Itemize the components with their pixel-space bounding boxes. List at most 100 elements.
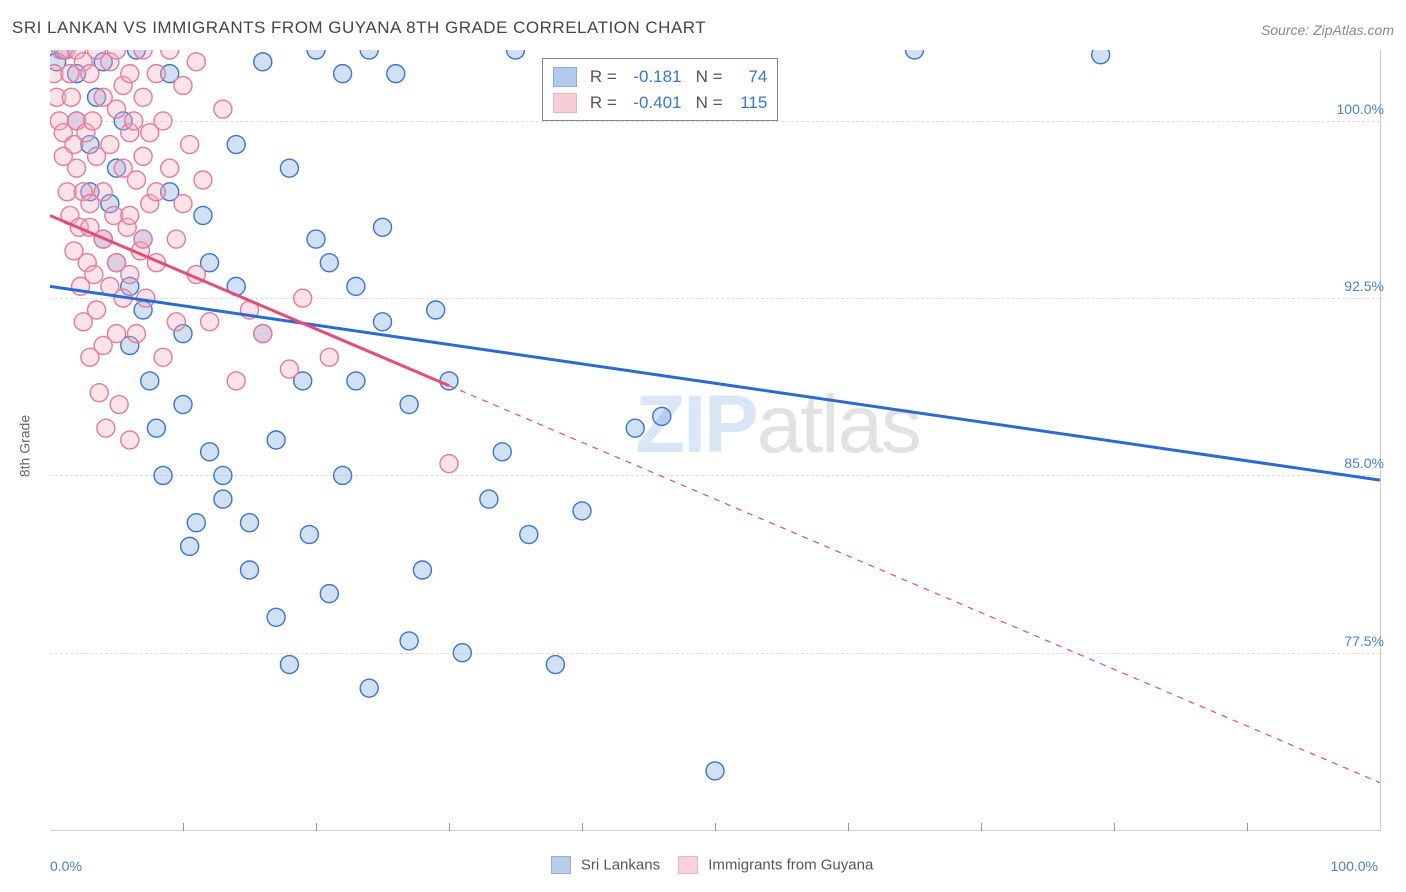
stats-r-label: R = bbox=[590, 93, 617, 112]
data-point-sri_lankans bbox=[360, 50, 378, 59]
stats-n-value: 74 bbox=[727, 64, 767, 90]
data-point-guyana bbox=[90, 384, 108, 402]
data-point-sri_lankans bbox=[374, 218, 392, 236]
regression-line-sri_lankans bbox=[50, 286, 1380, 480]
data-point-sri_lankans bbox=[507, 50, 525, 59]
data-point-guyana bbox=[134, 147, 152, 165]
stats-swatch-icon bbox=[553, 93, 577, 113]
data-point-sri_lankans bbox=[626, 419, 644, 437]
data-point-guyana bbox=[62, 88, 80, 106]
data-point-guyana bbox=[280, 360, 298, 378]
y-tick-label: 100.0% bbox=[1337, 101, 1384, 117]
data-point-guyana bbox=[94, 183, 112, 201]
data-point-sri_lankans bbox=[181, 537, 199, 555]
data-point-guyana bbox=[88, 301, 106, 319]
data-point-guyana bbox=[161, 159, 179, 177]
data-point-guyana bbox=[167, 230, 185, 248]
data-point-sri_lankans bbox=[334, 65, 352, 83]
data-point-sri_lankans bbox=[906, 50, 924, 59]
data-point-guyana bbox=[121, 65, 139, 83]
data-point-sri_lankans bbox=[194, 206, 212, 224]
data-point-guyana bbox=[68, 159, 86, 177]
data-point-guyana bbox=[154, 112, 172, 130]
data-point-guyana bbox=[174, 76, 192, 94]
y-tick-label: 77.5% bbox=[1344, 633, 1384, 649]
data-point-guyana bbox=[214, 100, 232, 118]
data-point-sri_lankans bbox=[154, 466, 172, 484]
data-point-sri_lankans bbox=[201, 443, 219, 461]
x-tick bbox=[1114, 823, 1115, 831]
data-point-sri_lankans bbox=[374, 313, 392, 331]
data-point-sri_lankans bbox=[174, 396, 192, 414]
stats-row-guyana: R = -0.401 N = 115 bbox=[553, 89, 767, 115]
data-point-sri_lankans bbox=[427, 301, 445, 319]
data-point-guyana bbox=[110, 396, 128, 414]
stats-n-label: N = bbox=[696, 67, 723, 86]
data-point-sri_lankans bbox=[334, 466, 352, 484]
data-point-sri_lankans bbox=[1092, 50, 1110, 64]
title-bar: SRI LANKAN VS IMMIGRANTS FROM GUYANA 8TH… bbox=[12, 18, 1394, 38]
data-point-guyana bbox=[161, 50, 179, 59]
data-point-guyana bbox=[194, 171, 212, 189]
data-point-guyana bbox=[227, 372, 245, 390]
data-point-guyana bbox=[121, 266, 139, 284]
data-point-sri_lankans bbox=[320, 585, 338, 603]
stats-n-label: N = bbox=[696, 93, 723, 112]
data-point-guyana bbox=[101, 136, 119, 154]
data-point-sri_lankans bbox=[280, 656, 298, 674]
data-point-sri_lankans bbox=[227, 136, 245, 154]
data-point-sri_lankans bbox=[706, 762, 724, 780]
legend-swatch-icon bbox=[678, 856, 698, 874]
x-tick bbox=[183, 823, 184, 831]
data-point-guyana bbox=[174, 195, 192, 213]
chart-container: SRI LANKAN VS IMMIGRANTS FROM GUYANA 8TH… bbox=[0, 0, 1406, 892]
data-point-guyana bbox=[84, 112, 102, 130]
data-point-sri_lankans bbox=[267, 431, 285, 449]
data-point-guyana bbox=[97, 419, 115, 437]
chart-title: SRI LANKAN VS IMMIGRANTS FROM GUYANA 8TH… bbox=[12, 18, 706, 38]
regression-line-guyana bbox=[50, 215, 449, 385]
data-point-sri_lankans bbox=[546, 656, 564, 674]
stats-r-value: -0.401 bbox=[622, 90, 682, 116]
data-point-guyana bbox=[294, 289, 312, 307]
data-point-guyana bbox=[134, 230, 152, 248]
data-point-guyana bbox=[121, 206, 139, 224]
data-point-sri_lankans bbox=[267, 608, 285, 626]
data-point-sri_lankans bbox=[347, 277, 365, 295]
series-legend: Sri Lankans Immigrants from Guyana bbox=[0, 856, 1406, 874]
data-point-sri_lankans bbox=[280, 159, 298, 177]
x-tick bbox=[1247, 823, 1248, 831]
data-point-guyana bbox=[125, 112, 143, 130]
data-point-guyana bbox=[440, 455, 458, 473]
y-tick-label: 92.5% bbox=[1344, 278, 1384, 294]
source-label: Source: ZipAtlas.com bbox=[1261, 22, 1394, 38]
data-point-sri_lankans bbox=[653, 407, 671, 425]
plot-svg bbox=[50, 50, 1380, 830]
data-point-sri_lankans bbox=[147, 419, 165, 437]
data-point-guyana bbox=[201, 313, 219, 331]
data-point-sri_lankans bbox=[241, 514, 259, 532]
data-point-sri_lankans bbox=[320, 254, 338, 272]
data-point-guyana bbox=[167, 313, 185, 331]
data-point-sri_lankans bbox=[493, 443, 511, 461]
x-tick bbox=[715, 823, 716, 831]
y-tick-label: 85.0% bbox=[1344, 455, 1384, 471]
data-point-sri_lankans bbox=[480, 490, 498, 508]
stats-r-label: R = bbox=[590, 67, 617, 86]
data-point-guyana bbox=[147, 183, 165, 201]
data-point-sri_lankans bbox=[400, 632, 418, 650]
x-axis-ticks bbox=[50, 823, 1380, 831]
regression-line-dashed-guyana bbox=[449, 386, 1380, 783]
x-tick bbox=[449, 823, 450, 831]
plot-area: ZIPatlas R = -0.181 N = 74 R = -0.401 N … bbox=[50, 50, 1381, 831]
x-tick bbox=[316, 823, 317, 831]
data-point-sri_lankans bbox=[187, 514, 205, 532]
y-axis-label: 8th Grade bbox=[16, 415, 32, 477]
data-point-sri_lankans bbox=[573, 502, 591, 520]
data-point-sri_lankans bbox=[300, 526, 318, 544]
data-point-guyana bbox=[154, 348, 172, 366]
data-point-guyana bbox=[121, 431, 139, 449]
data-point-sri_lankans bbox=[214, 466, 232, 484]
data-point-guyana bbox=[134, 88, 152, 106]
data-point-sri_lankans bbox=[453, 644, 471, 662]
